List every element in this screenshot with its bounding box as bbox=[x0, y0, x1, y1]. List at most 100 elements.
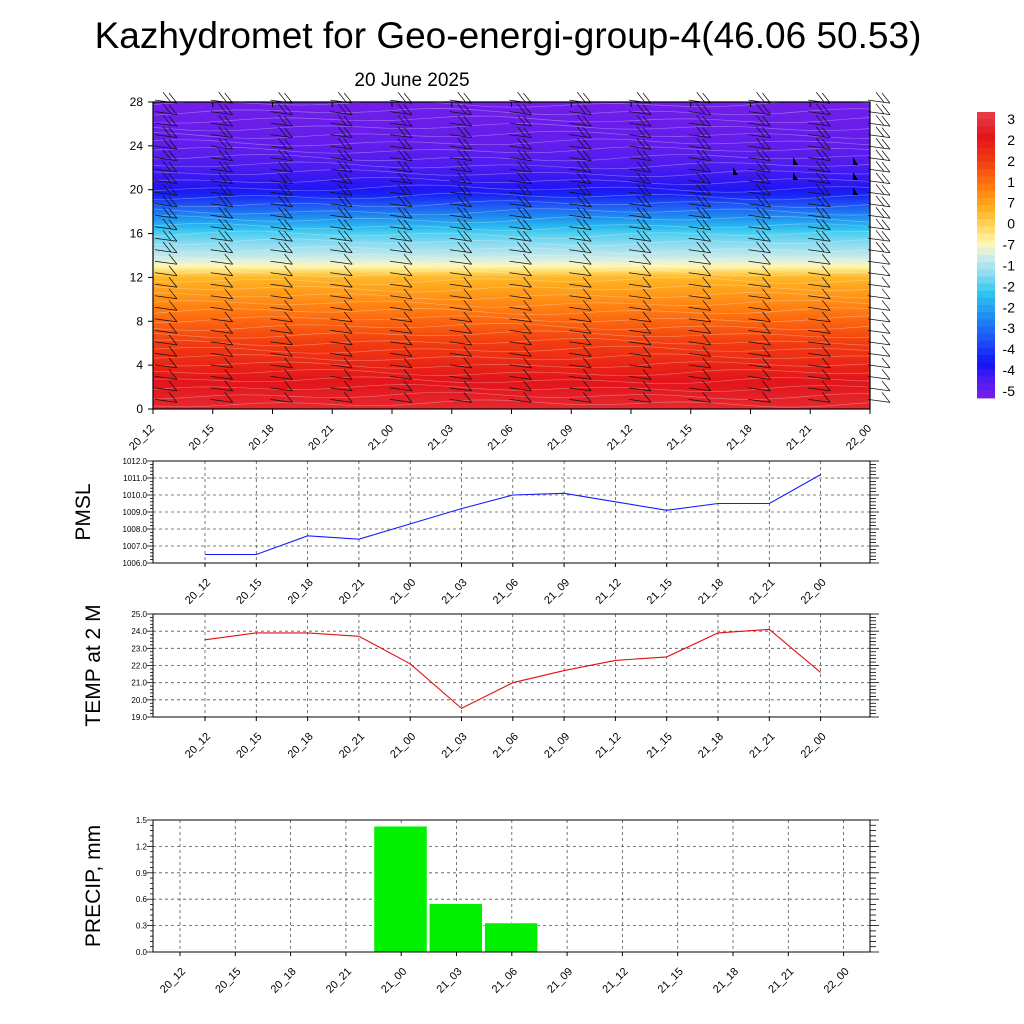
wind-barb bbox=[154, 115, 178, 127]
wind-barb bbox=[389, 195, 413, 208]
x-tick-label: 21_18 bbox=[711, 966, 741, 996]
wind-barb bbox=[509, 138, 532, 150]
wind-barb bbox=[628, 115, 652, 127]
colorbar: 3 2 2 1 7 0 -7 -1 -2 -2 -3 -4 -4 -5 bbox=[977, 111, 1015, 399]
y-axis-title: TEMP at 2 M bbox=[82, 604, 105, 726]
wind-barb bbox=[389, 357, 413, 369]
wind-barb bbox=[270, 161, 293, 173]
wind-barb bbox=[569, 254, 592, 265]
wind-barb bbox=[688, 323, 712, 334]
wind-barb bbox=[628, 323, 652, 334]
wind-barb bbox=[154, 218, 178, 231]
wind-barb bbox=[210, 138, 234, 150]
wind-barb bbox=[330, 380, 353, 392]
wind-barb bbox=[509, 334, 532, 346]
wind-barb bbox=[210, 195, 234, 208]
wind-barb bbox=[449, 218, 473, 231]
x-tick-label: 20_18 bbox=[286, 731, 316, 761]
wind-barb bbox=[270, 241, 293, 254]
y-tick-label: 1006.0 bbox=[123, 559, 148, 568]
wind-barb bbox=[509, 357, 532, 369]
wind-barbs bbox=[154, 92, 891, 403]
wind-barb bbox=[154, 126, 178, 139]
wind-barb bbox=[569, 115, 592, 127]
x-tick-label: 21_18 bbox=[725, 423, 755, 453]
wind-barb bbox=[509, 184, 532, 196]
wind-barb bbox=[867, 254, 891, 265]
wind-barb bbox=[748, 103, 771, 115]
wind-barb bbox=[808, 207, 831, 219]
colorbar-segment bbox=[977, 154, 995, 163]
wind-barb bbox=[808, 346, 831, 357]
x-tick-label: 20_21 bbox=[337, 731, 367, 761]
wind-barb bbox=[210, 392, 234, 403]
colorbar-segment bbox=[977, 204, 995, 213]
wind-barb bbox=[867, 334, 891, 346]
x-tick-label: 20_12 bbox=[183, 731, 213, 761]
wind-barb bbox=[449, 265, 473, 277]
x-tick-label: 21_06 bbox=[491, 577, 521, 607]
wind-barb bbox=[330, 172, 353, 185]
wind-barb bbox=[330, 115, 353, 127]
contour-line bbox=[152, 376, 871, 385]
wind-barb bbox=[389, 241, 413, 254]
wind-barb bbox=[389, 115, 413, 127]
x-tick-label: 20_12 bbox=[183, 577, 213, 607]
y-tick-label: 24.0 bbox=[131, 627, 147, 636]
wind-barb bbox=[569, 334, 592, 346]
wind-barb bbox=[509, 380, 532, 392]
wind-barb bbox=[867, 357, 891, 369]
contour-line bbox=[152, 330, 871, 339]
wind-barb bbox=[154, 323, 178, 334]
wind-barb bbox=[569, 288, 592, 300]
wind-barb bbox=[389, 300, 413, 311]
x-tick-label: 21_03 bbox=[440, 577, 470, 607]
wind-barb bbox=[867, 115, 891, 127]
wind-barb bbox=[509, 230, 532, 242]
colorbar-segment bbox=[977, 333, 995, 342]
wind-barb bbox=[270, 380, 293, 392]
wind-barb bbox=[569, 241, 592, 254]
y-axis-title: PRECIP, mm bbox=[82, 825, 105, 947]
wind-barb bbox=[330, 334, 353, 346]
precip-chart: 0.0 0.3 0.6 0.9 1.2 1.5 20_12 20_15 20_18 20_21 21… bbox=[82, 816, 879, 996]
wind-barb bbox=[270, 126, 293, 139]
wind-barb bbox=[867, 265, 891, 277]
wind-barb bbox=[449, 161, 473, 173]
wind-barb bbox=[628, 369, 652, 380]
wind-barb bbox=[509, 265, 532, 277]
wind-barb bbox=[867, 218, 891, 231]
wind-barb bbox=[389, 265, 413, 277]
x-tick-label: 21_09 bbox=[545, 966, 575, 996]
y-tick-label: 0.3 bbox=[136, 922, 148, 931]
wind-barb bbox=[748, 288, 771, 300]
contour-line bbox=[152, 345, 871, 354]
wind-pennant bbox=[853, 157, 858, 165]
wind-barb bbox=[270, 265, 293, 277]
wind-barb bbox=[449, 392, 473, 403]
wind-barb bbox=[449, 311, 473, 323]
colorbar-label: -5 bbox=[1003, 383, 1016, 399]
colorbar-segment bbox=[977, 355, 995, 363]
wind-barb bbox=[389, 149, 413, 162]
wind-barb bbox=[389, 380, 413, 392]
contour-line bbox=[152, 130, 871, 139]
wind-barb bbox=[210, 254, 234, 265]
wind-barb bbox=[569, 346, 592, 357]
wind-barb bbox=[569, 323, 592, 334]
colorbar-label: -3 bbox=[1003, 320, 1016, 336]
wind-barb bbox=[628, 172, 652, 185]
contour-line bbox=[152, 208, 871, 216]
wind-barb bbox=[210, 300, 234, 311]
y-tick-label: 0 bbox=[136, 402, 143, 416]
wind-barb bbox=[628, 277, 652, 288]
wind-barb bbox=[628, 300, 652, 311]
wind-barb bbox=[688, 195, 712, 208]
wind-barb bbox=[569, 172, 592, 185]
wind-barb bbox=[509, 254, 532, 265]
wind-barb bbox=[389, 277, 413, 288]
wind-barb bbox=[389, 254, 413, 265]
wind-barb bbox=[210, 115, 234, 127]
series-line bbox=[205, 474, 821, 556]
wind-barb bbox=[748, 184, 771, 196]
